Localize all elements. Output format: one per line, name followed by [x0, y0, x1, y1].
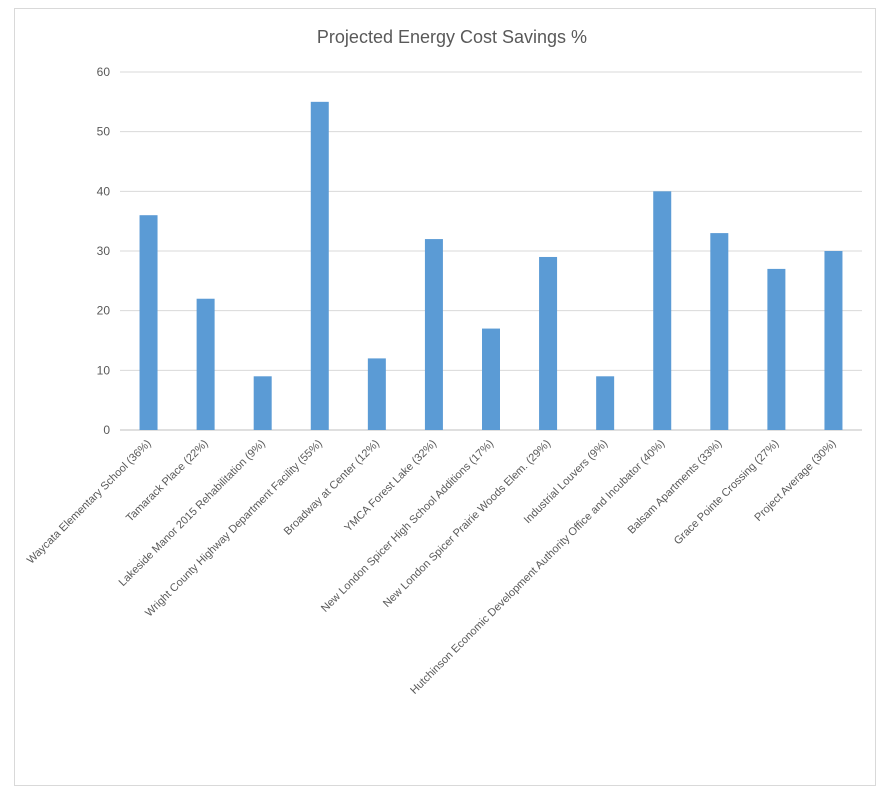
x-tick-label: Waycata Elementary School (36%): [25, 438, 154, 567]
y-tick-label: 40: [97, 184, 111, 198]
bars: [139, 101, 843, 430]
gridlines: [120, 71, 862, 431]
bar: [253, 376, 272, 430]
y-axis-ticks: 0 10 20 30 40 50 60: [97, 65, 111, 437]
x-tick-label: YMCA Forest Lake (32%): [342, 438, 439, 535]
x-axis-labels: Waycata Elementary School (36%)Tamarack …: [25, 438, 839, 697]
x-tick-label: Broadway at Center (12%): [282, 438, 382, 538]
bar: [767, 268, 786, 430]
chart-frame: [14, 8, 876, 786]
bar: [196, 298, 215, 430]
bar: [539, 256, 558, 430]
bar: [596, 376, 615, 430]
chart-title: Projected Energy Cost Savings %: [317, 27, 587, 47]
y-tick-label: 30: [97, 244, 111, 258]
bar: [824, 251, 843, 430]
bar: [310, 101, 329, 430]
x-tick-label: Hutchinson Economic Development Authorit…: [408, 438, 667, 697]
bar: [482, 328, 500, 430]
bar: [367, 358, 386, 430]
y-tick-label: 20: [97, 304, 111, 318]
y-tick-label: 0: [103, 423, 110, 437]
bar: [653, 191, 672, 430]
bar: [710, 233, 729, 430]
y-tick-label: 10: [97, 363, 111, 377]
bar: [139, 215, 158, 430]
y-tick-label: 60: [97, 65, 111, 79]
y-tick-label: 50: [97, 125, 111, 139]
x-tick-label: Balsam Apartments (33%): [626, 438, 725, 537]
x-tick-label: Grace Pointe Crossing (27%): [672, 438, 782, 548]
bar: [424, 239, 443, 430]
